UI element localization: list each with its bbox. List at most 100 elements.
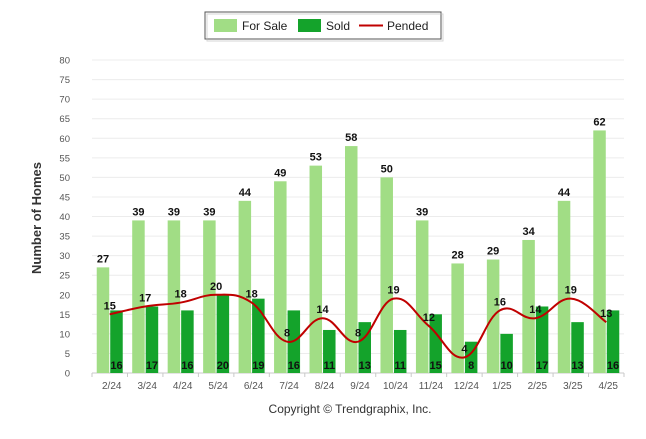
data-label-for-sale: 39	[203, 206, 215, 218]
bar-for-sale	[96, 267, 110, 373]
data-label-for-sale: 39	[168, 206, 180, 218]
data-label-pended: 16	[494, 296, 506, 308]
data-label-for-sale: 39	[416, 206, 428, 218]
data-label-pended: 18	[175, 289, 187, 301]
y-tick-label: 50	[59, 173, 70, 184]
data-label-sold: 11	[394, 360, 406, 372]
data-label-sold: 13	[571, 360, 583, 372]
bar-sold	[216, 294, 230, 373]
bar-for-sale	[345, 146, 358, 373]
data-label-sold: 19	[252, 360, 264, 372]
data-label-pended: 12	[423, 312, 435, 324]
data-label-pended: 15	[104, 300, 116, 312]
data-label-for-sale: 53	[310, 152, 322, 164]
data-label-sold: 11	[323, 360, 335, 372]
x-tick-label: 4/25	[599, 381, 619, 392]
data-label-for-sale: 27	[97, 253, 109, 265]
x-tick-label: 5/24	[208, 381, 228, 392]
y-tick-label: 35	[59, 232, 70, 243]
data-label-pended: 17	[139, 292, 151, 304]
bar-sold	[500, 333, 513, 373]
data-label-pended: 14	[529, 304, 542, 316]
data-label-for-sale: 62	[593, 116, 605, 128]
bar-for-sale	[415, 220, 429, 373]
data-label-sold: 16	[181, 360, 193, 372]
bar-for-sale	[557, 200, 571, 373]
x-tick-label: 4/24	[173, 381, 193, 392]
bar-for-sale	[522, 239, 535, 373]
data-label-pended: 18	[245, 289, 257, 301]
x-tick-label: 11/24	[419, 381, 444, 392]
y-axis-title: Number of Homes	[29, 162, 44, 274]
x-tick-label: 2/25	[528, 381, 548, 392]
x-tick-label: 10/24	[383, 381, 408, 392]
legend-box	[204, 11, 442, 40]
data-label-sold: 16	[110, 360, 122, 372]
x-tick-label: 2/24	[102, 381, 122, 392]
y-tick-label: 40	[59, 212, 70, 223]
y-tick-label: 25	[59, 271, 70, 282]
bar-for-sale	[132, 220, 145, 373]
pended-line	[109, 293, 607, 359]
x-tick-label: 1/25	[492, 381, 512, 392]
y-tick-label: 45	[59, 192, 70, 203]
data-label-sold: 16	[607, 360, 619, 372]
legend-item-sold[interactable]: Sold	[298, 19, 350, 33]
data-label-for-sale: 58	[345, 132, 357, 144]
legend-label-for-sale: For Sale	[242, 19, 288, 33]
bar-sold	[252, 298, 265, 373]
bar-for-sale	[167, 220, 181, 373]
x-tick-label: 3/25	[563, 381, 583, 392]
axes: 0 5 10 15 20 25 30 35 40 45 50 55 60 65 70 75 80 2/24 3/24…	[59, 56, 625, 392]
x-tick-label: 12/24	[454, 381, 479, 392]
x-tick-label: 9/24	[350, 381, 370, 392]
y-tick-label: 20	[59, 290, 70, 301]
grid-lines	[92, 59, 624, 354]
y-tick-label: 0	[65, 369, 70, 380]
bar-for-sale	[309, 165, 323, 373]
y-tick-label: 70	[59, 95, 70, 106]
x-tick-label: 7/24	[279, 381, 299, 392]
bars	[96, 130, 620, 373]
bar-sold	[606, 310, 620, 373]
data-label-for-sale: 39	[132, 206, 144, 218]
x-tick-label: 6/24	[244, 381, 264, 392]
data-label-pended: 14	[316, 304, 329, 316]
data-label-sold: 8	[468, 360, 474, 372]
data-label-sold: 17	[536, 360, 548, 372]
data-label-pended: 13	[600, 308, 612, 320]
bar-for-sale	[203, 220, 216, 373]
bar-for-sale	[274, 181, 287, 373]
bar-for-sale	[380, 177, 393, 373]
legend-swatch-sold	[298, 19, 321, 32]
data-labels: 27 16 39 17 39 16 39 20 44 19 49 16 53 11 58 13 50 11 39 15…	[97, 116, 619, 372]
data-label-sold: 15	[430, 360, 442, 372]
data-label-sold: 13	[359, 360, 371, 372]
data-label-sold: 10	[500, 360, 512, 372]
data-label-pended: 4	[461, 343, 468, 355]
legend-label-pended: Pended	[387, 19, 428, 33]
data-label-for-sale: 34	[522, 226, 535, 238]
y-tick-label: 15	[59, 310, 70, 321]
data-label-pended: 20	[210, 281, 222, 293]
y-tick-label: 65	[59, 114, 70, 125]
bar-sold	[571, 322, 584, 373]
bar-for-sale	[238, 200, 252, 373]
bar-sold	[145, 306, 159, 373]
data-label-pended: 8	[284, 328, 290, 340]
data-label-sold: 20	[217, 360, 229, 372]
legend-item-for-sale[interactable]: For Sale	[214, 19, 288, 33]
data-label-for-sale: 44	[558, 187, 571, 199]
y-tick-label: 60	[59, 134, 70, 145]
pended-line-layer	[109, 293, 607, 359]
data-label-for-sale: 50	[381, 163, 393, 175]
legend-item-pended[interactable]: Pended	[359, 19, 428, 33]
bar-sold	[323, 329, 336, 373]
y-tick-label: 80	[59, 56, 70, 67]
x-tick-label: 8/24	[315, 381, 335, 392]
y-tick-label: 55	[59, 153, 70, 164]
bar-sold	[535, 306, 549, 373]
data-label-for-sale: 49	[274, 167, 286, 179]
